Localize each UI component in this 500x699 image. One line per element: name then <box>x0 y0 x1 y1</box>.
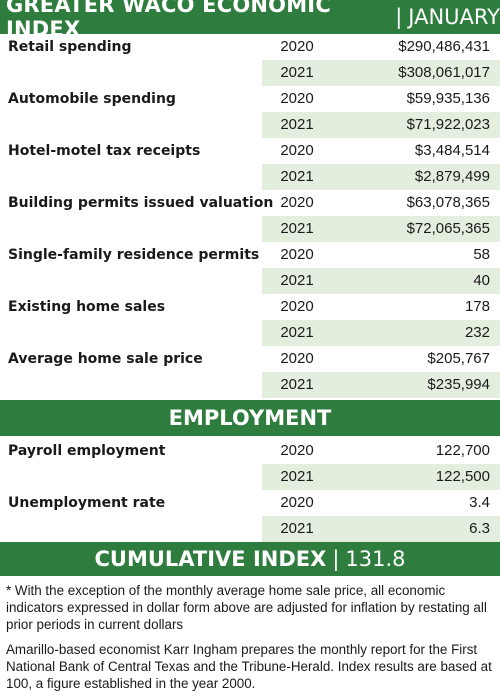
indicator-label: Building permits issued valuation <box>0 195 273 211</box>
title-separator: | <box>395 5 403 29</box>
year-cell: 2021 <box>262 372 332 398</box>
year-cell: 2020 <box>280 298 314 315</box>
table-row: Existing home sales 2020 178 <box>0 294 500 320</box>
year-cell: 2020 <box>280 142 314 159</box>
year-cell: 2020 <box>280 38 314 55</box>
table-row: Unemployment rate 2020 3.4 <box>0 490 500 516</box>
employment-header: EMPLOYMENT <box>0 398 500 438</box>
value-cell: $72,065,365 <box>332 216 500 242</box>
indicator-label: Average home sale price <box>0 351 262 367</box>
value-cell: $205,767 <box>427 350 490 367</box>
table-row: Retail spending 2020 $290,486,431 <box>0 34 500 60</box>
value-cell: 232 <box>332 320 500 346</box>
table-row: 2021 $72,065,365 <box>0 216 500 242</box>
table-row: Single-family residence permits 2020 58 <box>0 242 500 268</box>
year-cell: 2021 <box>262 112 332 138</box>
table-row: Automobile spending 2020 $59,935,136 <box>0 86 500 112</box>
indicator-label: Unemployment rate <box>0 495 262 511</box>
value-cell: $59,935,136 <box>406 90 490 107</box>
year-cell: 2021 <box>262 464 332 490</box>
year-cell: 2021 <box>262 516 332 542</box>
indicator-label: Retail spending <box>0 39 262 55</box>
table-row: 2021 $308,061,017 <box>0 60 500 86</box>
value-cell: $235,994 <box>332 372 500 398</box>
value-cell: 40 <box>332 268 500 294</box>
year-cell: 2020 <box>280 90 314 107</box>
value-cell: 58 <box>473 246 490 263</box>
footnote: * With the exception of the monthly aver… <box>6 583 487 632</box>
indicator-label: Automobile spending <box>0 91 262 107</box>
indicator-label: Existing home sales <box>0 299 262 315</box>
year-cell: 2020 <box>280 194 314 211</box>
year-cell: 2021 <box>262 60 332 86</box>
cumulative-index-bar: CUMULATIVE INDEX | 131.8 <box>0 542 500 576</box>
economic-table: Retail spending 2020 $290,486,431 2021 $308,… <box>0 34 500 398</box>
table-row: 2021 $2,879,499 <box>0 164 500 190</box>
notes: * With the exception of the monthly aver… <box>0 576 500 692</box>
cumulative-separator: | <box>332 547 340 571</box>
credit-note: Amarillo-based economist Karr Ingham pre… <box>6 642 492 691</box>
index-month: JANUARY <box>408 5 500 29</box>
value-cell: 122,500 <box>332 464 500 490</box>
table-row: 2021 $235,994 <box>0 372 500 398</box>
year-cell: 2020 <box>280 350 314 367</box>
table-row: 2021 $71,922,023 <box>0 112 500 138</box>
value-cell: $2,879,499 <box>332 164 500 190</box>
table-row: Hotel-motel tax receipts 2020 $3,484,514 <box>0 138 500 164</box>
year-cell: 2020 <box>280 494 314 511</box>
value-cell: $290,486,431 <box>398 38 490 55</box>
year-cell: 2021 <box>262 268 332 294</box>
value-cell: $308,061,017 <box>332 60 500 86</box>
table-row: Payroll employment 2020 122,700 <box>0 438 500 464</box>
year-cell: 2020 <box>280 442 314 459</box>
year-cell: 2021 <box>262 216 332 242</box>
value-cell: 178 <box>464 298 490 315</box>
index-title: GREATER WACO ECONOMIC INDEX <box>6 0 331 41</box>
cumulative-label: CUMULATIVE INDEX <box>94 547 327 571</box>
value-cell: 122,700 <box>435 442 490 459</box>
cumulative-value: 131.8 <box>345 547 406 571</box>
table-row: 2021 232 <box>0 320 500 346</box>
table-row: Building permits issued valuation 2020 $63… <box>0 190 500 216</box>
value-cell: $63,078,365 <box>406 194 490 211</box>
value-cell: 3.4 <box>469 494 490 511</box>
index-header: GREATER WACO ECONOMIC INDEX | JANUARY <box>0 0 500 41</box>
indicator-label: Payroll employment <box>0 443 262 459</box>
value-cell: 6.3 <box>332 516 500 542</box>
year-cell: 2021 <box>262 164 332 190</box>
table-row: 2021 122,500 <box>0 464 500 490</box>
value-cell: $3,484,514 <box>414 142 490 159</box>
year-cell: 2021 <box>262 320 332 346</box>
indicator-label: Hotel-motel tax receipts <box>0 143 262 159</box>
table-row: 2021 6.3 <box>0 516 500 542</box>
year-cell: 2020 <box>280 246 314 263</box>
table-row: 2021 40 <box>0 268 500 294</box>
table-row: Average home sale price 2020 $205,767 <box>0 346 500 372</box>
value-cell: $71,922,023 <box>332 112 500 138</box>
employment-table: Payroll employment 2020 122,700 2021 122,500… <box>0 438 500 542</box>
indicator-label: Single-family residence permits <box>0 247 262 263</box>
